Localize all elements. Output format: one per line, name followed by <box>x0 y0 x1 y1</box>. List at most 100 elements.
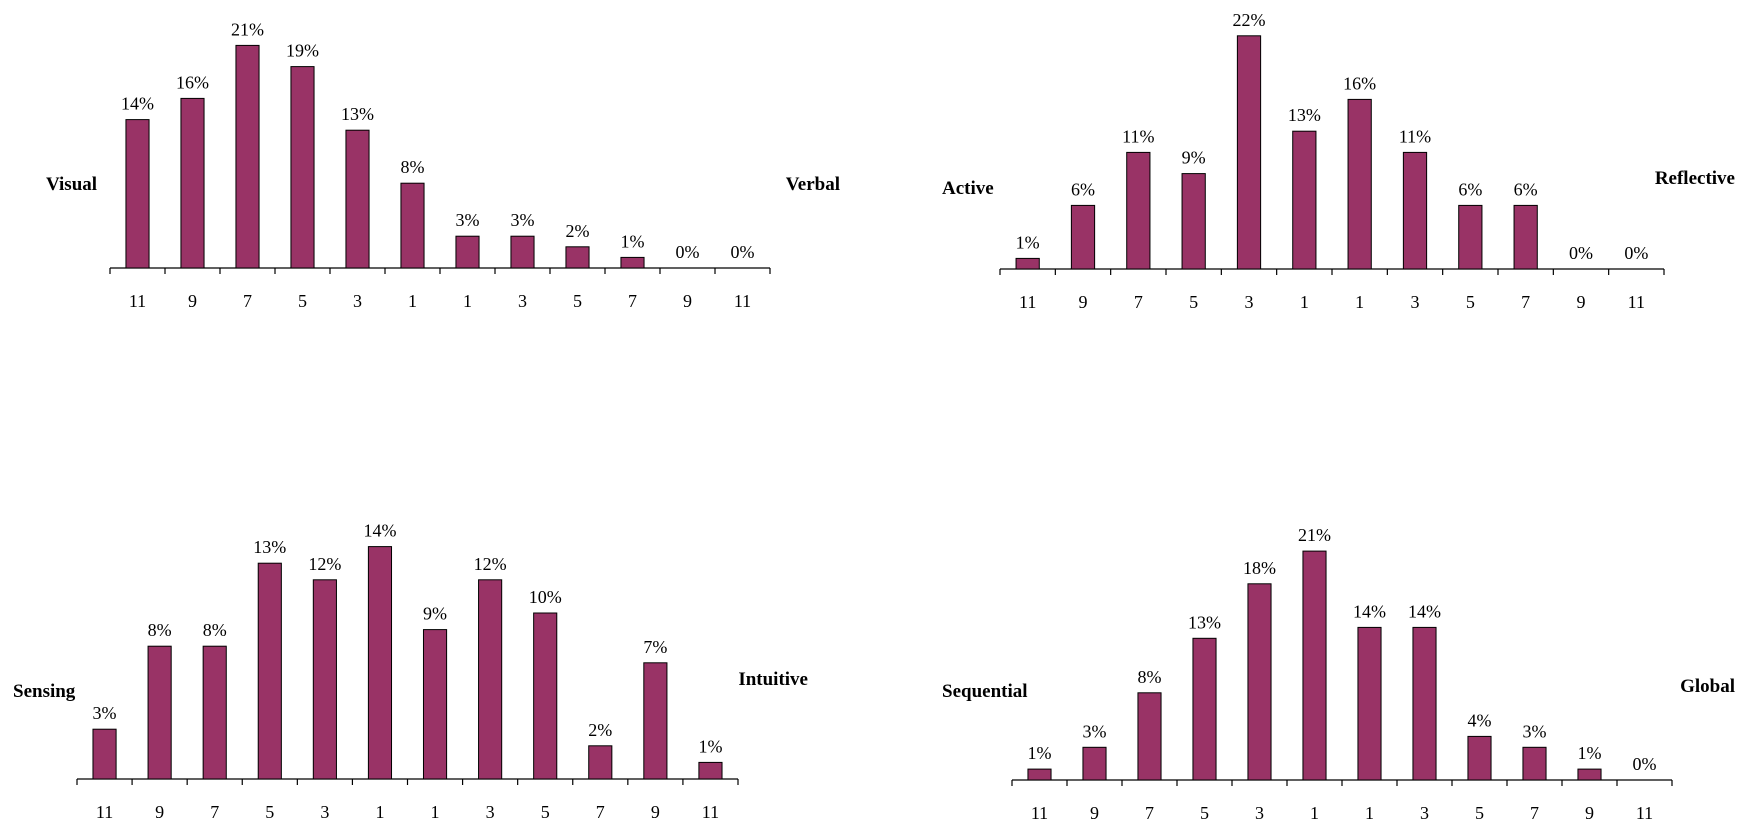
x-tick-label: 3 <box>486 802 495 822</box>
bar <box>1016 258 1039 269</box>
data-label: 0% <box>1569 243 1593 263</box>
data-label: 3% <box>93 703 117 723</box>
bar <box>1182 174 1205 269</box>
x-tick-label: 3 <box>1255 803 1264 823</box>
bar <box>479 580 502 779</box>
x-tick-label: 9 <box>1090 803 1099 823</box>
x-tick-label: 5 <box>1466 292 1475 312</box>
x-tick-label: 3 <box>1411 292 1420 312</box>
x-tick-label: 11 <box>702 802 719 822</box>
bar <box>1578 769 1601 780</box>
x-tick-label: 7 <box>1134 292 1143 312</box>
data-label: 2% <box>588 720 612 740</box>
data-label: 4% <box>1468 710 1492 730</box>
left-pole-label: Active <box>942 178 994 199</box>
x-tick-label: 3 <box>320 802 329 822</box>
x-tick-label: 9 <box>1585 803 1594 823</box>
x-tick-label: 1 <box>408 291 417 311</box>
bar <box>291 67 314 268</box>
x-tick-label: 1 <box>1310 803 1319 823</box>
data-label: 11% <box>1122 126 1154 146</box>
bar <box>1193 638 1216 780</box>
x-tick-label: 5 <box>1189 292 1198 312</box>
bar <box>1403 152 1426 269</box>
x-tick-label: 7 <box>243 291 252 311</box>
x-tick-label: 11 <box>1636 803 1653 823</box>
bar <box>456 236 479 268</box>
bar <box>148 646 171 779</box>
data-label: 13% <box>341 104 374 124</box>
x-tick-label: 11 <box>1031 803 1048 823</box>
data-label: 21% <box>1298 525 1331 545</box>
x-tick-label: 11 <box>129 291 146 311</box>
bar <box>1358 627 1381 780</box>
x-tick-label: 9 <box>155 802 164 822</box>
data-label: 7% <box>643 637 667 657</box>
data-label: 14% <box>121 94 154 114</box>
x-tick-label: 3 <box>1420 803 1429 823</box>
x-tick-label: 11 <box>96 802 113 822</box>
right-pole-label: Verbal <box>786 174 840 195</box>
right-pole-label: Intuitive <box>738 669 808 690</box>
x-tick-label: 11 <box>734 291 751 311</box>
data-label: 13% <box>253 537 286 557</box>
chart-panel-4: 1% 11 3% 9 8% 7 13% 5 18% 3 21% 1 14% 1 14% 3 4% 5 3% 7 1% 9 0… <box>942 525 1735 823</box>
bar <box>589 746 612 779</box>
data-label: 1% <box>1578 743 1602 763</box>
bar <box>1237 36 1260 269</box>
bar <box>93 729 116 779</box>
data-label: 1% <box>621 231 645 251</box>
data-label: 10% <box>529 587 562 607</box>
bar <box>346 130 369 268</box>
bar <box>401 183 424 268</box>
x-tick-label: 1 <box>1355 292 1364 312</box>
chart-panel-2: 1%116%911%79%522%313%116%111%36%56%70%90… <box>942 10 1735 312</box>
bar <box>236 45 259 268</box>
x-tick-label: 1 <box>1300 292 1309 312</box>
data-label: 12% <box>308 554 341 574</box>
x-tick-label: 11 <box>1628 292 1645 312</box>
data-label: 1% <box>1028 743 1052 763</box>
bar <box>423 630 446 779</box>
data-label: 0% <box>1624 243 1648 263</box>
data-label: 13% <box>1188 612 1221 632</box>
data-label: 6% <box>1514 179 1538 199</box>
x-tick-label: 1 <box>463 291 472 311</box>
x-tick-label: 1 <box>431 802 440 822</box>
bar <box>644 663 667 779</box>
left-pole-label: Visual <box>46 174 97 195</box>
data-label: 3% <box>1523 721 1547 741</box>
bar <box>566 247 589 268</box>
data-label: 0% <box>1633 754 1657 774</box>
x-tick-label: 9 <box>1577 292 1586 312</box>
x-tick-label: 9 <box>683 291 692 311</box>
bar <box>368 547 391 779</box>
x-tick-label: 7 <box>596 802 605 822</box>
x-tick-label: 3 <box>353 291 362 311</box>
x-tick-label: 1 <box>375 802 384 822</box>
data-label: 0% <box>731 242 755 262</box>
left-pole-label: Sequential <box>942 681 1028 702</box>
data-label: 22% <box>1233 10 1266 30</box>
x-tick-label: 9 <box>651 802 660 822</box>
bar <box>534 613 557 779</box>
x-tick-label: 5 <box>541 802 550 822</box>
data-label: 3% <box>456 210 480 230</box>
data-label: 14% <box>1408 601 1441 621</box>
data-label: 1% <box>698 736 722 756</box>
data-label: 6% <box>1458 179 1482 199</box>
bar <box>126 120 149 268</box>
data-label: 8% <box>401 157 425 177</box>
bar <box>1293 131 1316 269</box>
x-tick-label: 9 <box>188 291 197 311</box>
x-tick-label: 9 <box>1079 292 1088 312</box>
bar <box>1127 152 1150 269</box>
x-tick-label: 5 <box>265 802 274 822</box>
data-label: 2% <box>566 221 590 241</box>
x-tick-label: 11 <box>1019 292 1036 312</box>
x-tick-label: 5 <box>1475 803 1484 823</box>
bar <box>1514 205 1537 269</box>
bar <box>621 257 644 268</box>
bar <box>1303 551 1326 780</box>
data-label: 16% <box>176 72 209 92</box>
